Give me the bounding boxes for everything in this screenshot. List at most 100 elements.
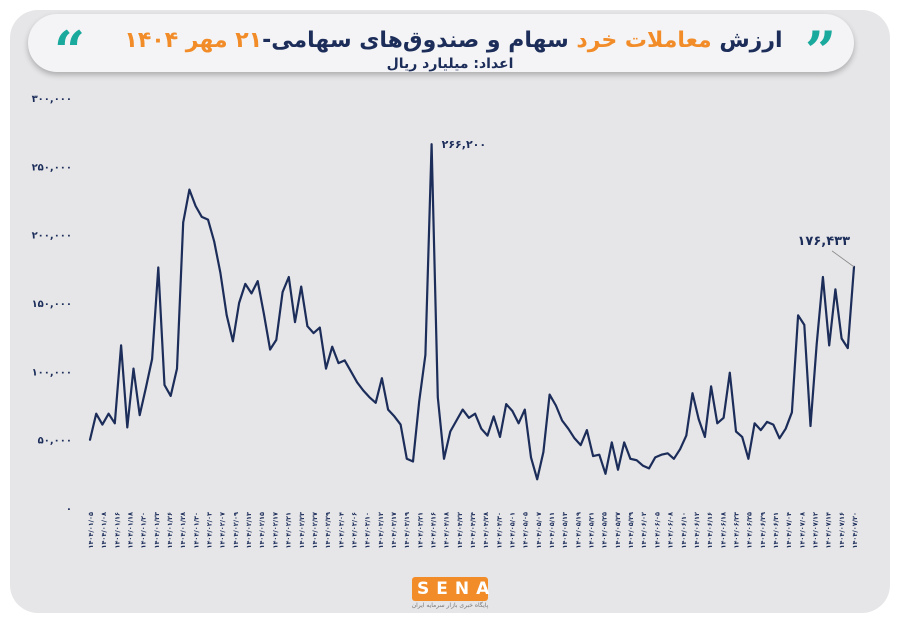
data-point	[244, 283, 247, 285]
chart-subtitle: اعداد: میلیارد ریال	[386, 56, 514, 72]
x-tick-label: ۱۴۰۴/۰۷/۲۰	[851, 512, 859, 549]
data-point	[654, 456, 657, 459]
data-point	[791, 411, 793, 414]
data-point	[586, 429, 588, 431]
x-tick-label: ۱۴۰۴/۰۴/۲۸	[482, 512, 490, 549]
x-tick-label: ۱۴۰۴/۰۳/۱۰	[364, 512, 372, 549]
data-point	[250, 292, 253, 295]
data-point	[461, 408, 464, 411]
data-point	[405, 458, 408, 460]
data-point	[281, 291, 284, 293]
y-tick-label: ۱۰۰,۰۰۰	[32, 367, 72, 378]
x-tick-label: ۱۴۰۴/۰۵/۰۷	[535, 512, 543, 549]
data-point	[188, 188, 191, 191]
x-tick-label: ۱۴۰۴/۰۶/۰۵	[653, 512, 661, 549]
data-point	[741, 436, 743, 438]
sena-logo: SENA	[412, 577, 489, 601]
x-tick-label: ۱۴۰۴/۰۲/۱۳	[245, 512, 253, 549]
data-point	[691, 392, 694, 395]
x-tick-label: ۱۴۰۴/۰۳/۱۲	[377, 512, 385, 549]
data-point	[747, 458, 750, 460]
data-point	[232, 340, 234, 343]
data-point	[151, 358, 153, 360]
data-point	[374, 401, 377, 404]
data-point	[176, 367, 178, 370]
x-tick-label: ۱۴۰۴/۰۱/۰۸	[100, 512, 108, 549]
data-point	[542, 451, 545, 453]
data-point	[710, 385, 712, 388]
x-tick-label: ۱۴۰۴/۰۱/۲۸	[179, 512, 187, 549]
data-point	[287, 276, 290, 278]
x-tick-label: ۱۴۰۴/۰۴/۱۸	[443, 512, 451, 549]
title-banner: “ ” ارزش معاملات خرد سهام و صندوق‌های سه…	[28, 14, 854, 78]
data-point	[101, 423, 104, 426]
data-point	[412, 460, 414, 463]
x-tick-label: ۱۴۰۴/۰۳/۱۹	[403, 512, 411, 549]
data-point	[567, 427, 570, 430]
data-point	[530, 456, 532, 459]
x-tick-label: ۱۴۰۴/۰۵/۱۳	[561, 512, 569, 549]
data-point	[579, 444, 582, 446]
data-point	[437, 396, 439, 399]
data-point	[207, 218, 209, 221]
x-tick-label: ۱۴۰۴/۰۶/۱۸	[719, 512, 727, 549]
data-point	[256, 280, 259, 282]
data-point	[685, 434, 688, 437]
data-point	[300, 285, 302, 288]
x-tick-label: ۱۴۰۴/۰۵/۲۱	[588, 512, 596, 549]
title-part2: سهام و صندوق‌های سهامی-	[262, 28, 569, 53]
data-point	[294, 321, 296, 323]
data-point	[828, 344, 830, 347]
data-point	[387, 408, 389, 411]
data-point	[114, 422, 116, 425]
x-tick-label: ۱۴۰۴/۰۲/۲۷	[311, 512, 319, 549]
logo-caption: پایگاه خبری بازار سرمایه ایران	[411, 602, 489, 609]
x-tick-label: ۱۴۰۴/۰۲/۰۳	[206, 512, 214, 549]
x-tick-label: ۱۴۰۴/۰۵/۲۹	[627, 512, 635, 549]
data-point	[623, 441, 625, 444]
x-tick-label: ۱۴۰۴/۰۵/۲۷	[614, 512, 622, 549]
data-point	[238, 302, 240, 304]
data-point	[492, 415, 495, 418]
data-point	[815, 343, 818, 345]
x-tick-label: ۱۴۰۴/۰۶/۲۵	[746, 512, 754, 549]
data-point	[163, 384, 166, 386]
data-point	[225, 314, 228, 317]
data-point	[797, 314, 799, 317]
data-point	[561, 419, 563, 422]
x-tick-label: ۱۴۰۴/۰۲/۰۷	[219, 512, 227, 549]
y-tick-label: ۵۰,۰۰۰	[38, 436, 72, 447]
last-value-leader	[831, 250, 855, 268]
series-line	[88, 143, 856, 481]
x-tick-label: ۱۴۰۴/۰۱/۲۳	[153, 512, 161, 549]
data-point	[201, 216, 203, 218]
data-point	[610, 441, 613, 444]
x-tick-label: ۱۴۰۴/۰۷/۱۶	[838, 512, 846, 549]
data-point	[312, 332, 315, 334]
data-point	[120, 344, 122, 347]
y-tick-label: ۲۰۰,۰۰۰	[32, 231, 72, 242]
x-tick-label: ۱۴۰۴/۰۶/۲۳	[732, 512, 740, 549]
chart-card	[10, 10, 890, 613]
data-point	[753, 422, 756, 425]
data-point	[486, 434, 489, 437]
x-tick-label: ۱۴۰۴/۰۶/۳۱	[772, 512, 780, 549]
data-point	[362, 389, 365, 392]
data-point	[418, 400, 421, 403]
x-tick-label: ۱۴۰۴/۰۱/۲۶	[166, 512, 174, 549]
peak-annotation: ۲۶۶,۲۰۰	[442, 138, 486, 151]
data-point	[89, 438, 91, 441]
data-point	[331, 345, 334, 348]
data-point	[182, 221, 184, 224]
x-tick-label: ۱۴۰۴/۰۲/۱۵	[258, 512, 266, 549]
x-tick-label: ۱۴۰۴/۰۵/۰۵	[522, 512, 530, 549]
data-point	[499, 436, 501, 438]
data-point	[480, 427, 483, 430]
data-point	[803, 324, 806, 326]
x-tick-label: ۱۴۰۴/۰۶/۰۸	[667, 512, 675, 549]
data-point	[393, 415, 396, 418]
title-date: ۲۱ مهر ۱۴۰۴	[124, 28, 263, 53]
data-point	[573, 437, 576, 440]
data-point	[356, 381, 358, 384]
data-point	[840, 337, 843, 340]
